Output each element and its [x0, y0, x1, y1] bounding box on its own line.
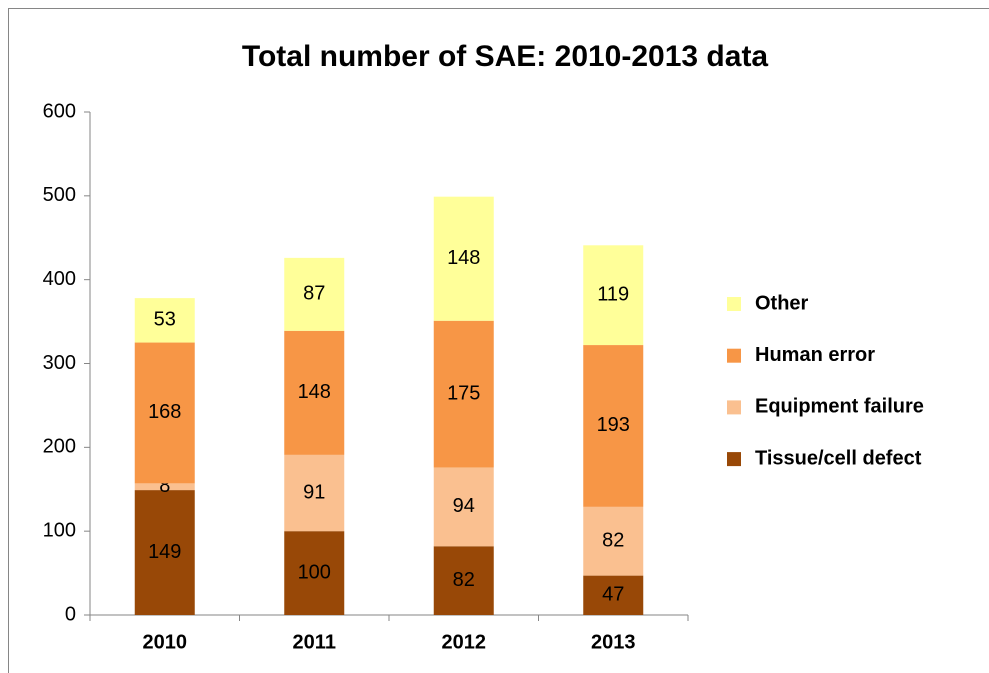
y-tick-label: 0: [65, 603, 76, 625]
legend-swatch: [727, 297, 741, 311]
data-label: 100: [298, 561, 331, 583]
bar-segment: [284, 531, 345, 615]
data-label: 82: [453, 569, 475, 591]
chart-frame: [8, 8, 989, 673]
bar-segment: [284, 257, 345, 331]
data-label: 148: [298, 381, 331, 403]
legend-swatch: [727, 348, 741, 363]
bar-segment: [134, 298, 195, 343]
bar-segment: [433, 546, 494, 615]
data-label: 47: [602, 584, 624, 606]
data-label: 168: [148, 401, 181, 423]
x-tick-label: 2010: [143, 631, 188, 653]
bar-segment: [583, 506, 644, 576]
bar-segment: [583, 575, 644, 615]
legend-swatch: [727, 452, 741, 467]
data-label: 53: [154, 309, 176, 331]
y-tick-label: 100: [43, 519, 76, 541]
bar-segment: [134, 490, 195, 615]
data-label: 149: [148, 541, 181, 563]
legend-label: Human error: [755, 344, 875, 366]
bar-segment: [134, 342, 195, 484]
y-tick-label: 500: [43, 184, 76, 206]
y-tick-label: 200: [43, 436, 76, 458]
data-label: 94: [453, 495, 475, 517]
bar-segment: [433, 320, 494, 468]
legend-swatch: [727, 400, 741, 415]
data-label: 8: [159, 475, 170, 497]
data-label: 82: [602, 530, 624, 552]
data-label: 175: [447, 382, 480, 404]
chart-title: Total number of SAE: 2010-2013 data: [242, 40, 769, 73]
data-label: 148: [447, 247, 480, 269]
legend-label: Equipment failure: [755, 396, 924, 418]
y-tick-label: 600: [43, 100, 76, 122]
bar-segment: [433, 467, 494, 547]
data-label: 193: [597, 414, 630, 436]
x-tick-label: 2011: [293, 631, 336, 653]
bar-segment: [284, 454, 345, 532]
legend-label: Tissue/cell defect: [755, 447, 922, 469]
bar-segment: [284, 330, 345, 455]
x-tick-label: 2013: [591, 631, 636, 653]
bar-segment: [583, 245, 644, 346]
x-tick-label: 2012: [442, 631, 487, 653]
bar-segment: [433, 196, 494, 321]
y-tick-label: 400: [43, 268, 76, 290]
data-label: 87: [303, 283, 325, 305]
bar-segment: [583, 345, 644, 507]
data-label: 119: [597, 283, 629, 305]
y-tick-label: 300: [43, 352, 76, 374]
legend-label: Other: [755, 292, 809, 314]
data-label: 91: [303, 481, 325, 503]
bar-segment: [134, 483, 195, 491]
